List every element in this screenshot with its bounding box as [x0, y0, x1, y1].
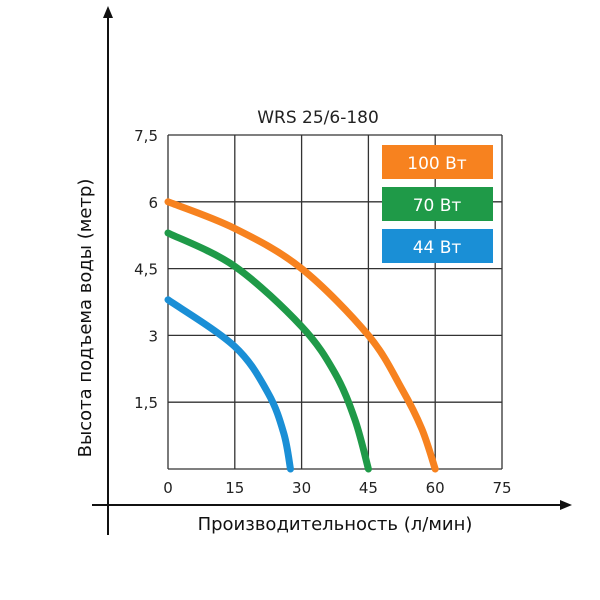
y-tick-label: 6 — [148, 194, 158, 212]
series-line-2 — [164, 296, 294, 473]
legend-item: 44 Вт — [382, 229, 493, 263]
axes — [92, 6, 572, 535]
x-tick-label: 60 — [426, 479, 445, 497]
legend-swatch — [382, 229, 493, 263]
y-tick-label: 7,5 — [134, 127, 158, 145]
y-axis-arrow — [103, 6, 113, 18]
legend-label: 100 Вт — [407, 154, 467, 174]
y-tick-label: 1,5 — [134, 394, 158, 412]
x-tick-label: 0 — [163, 479, 173, 497]
legend-swatch — [382, 145, 493, 179]
legend-item: 100 Вт — [382, 145, 493, 179]
series-line-1 — [164, 229, 372, 473]
x-axis-arrow — [560, 500, 572, 510]
x-axis-label: Производительность (л/мин) — [198, 514, 473, 535]
legend-label: 44 Вт — [413, 238, 462, 258]
chart-title: WRS 25/6-180 — [257, 108, 379, 128]
legend-label: 70 Вт — [413, 196, 462, 216]
y-tick-label: 4,5 — [134, 261, 158, 279]
x-tick-label: 75 — [492, 479, 511, 497]
y-tick-label: 3 — [148, 327, 158, 345]
x-tick-label: 45 — [359, 479, 378, 497]
legend-item: 70 Вт — [382, 187, 493, 221]
y-axis-label: Высота подъема воды (метр) — [75, 179, 96, 458]
series-line-0 — [164, 198, 439, 473]
x-tick-label: 30 — [292, 479, 311, 497]
legend-swatch — [382, 187, 493, 221]
x-tick-label: 15 — [225, 479, 244, 497]
